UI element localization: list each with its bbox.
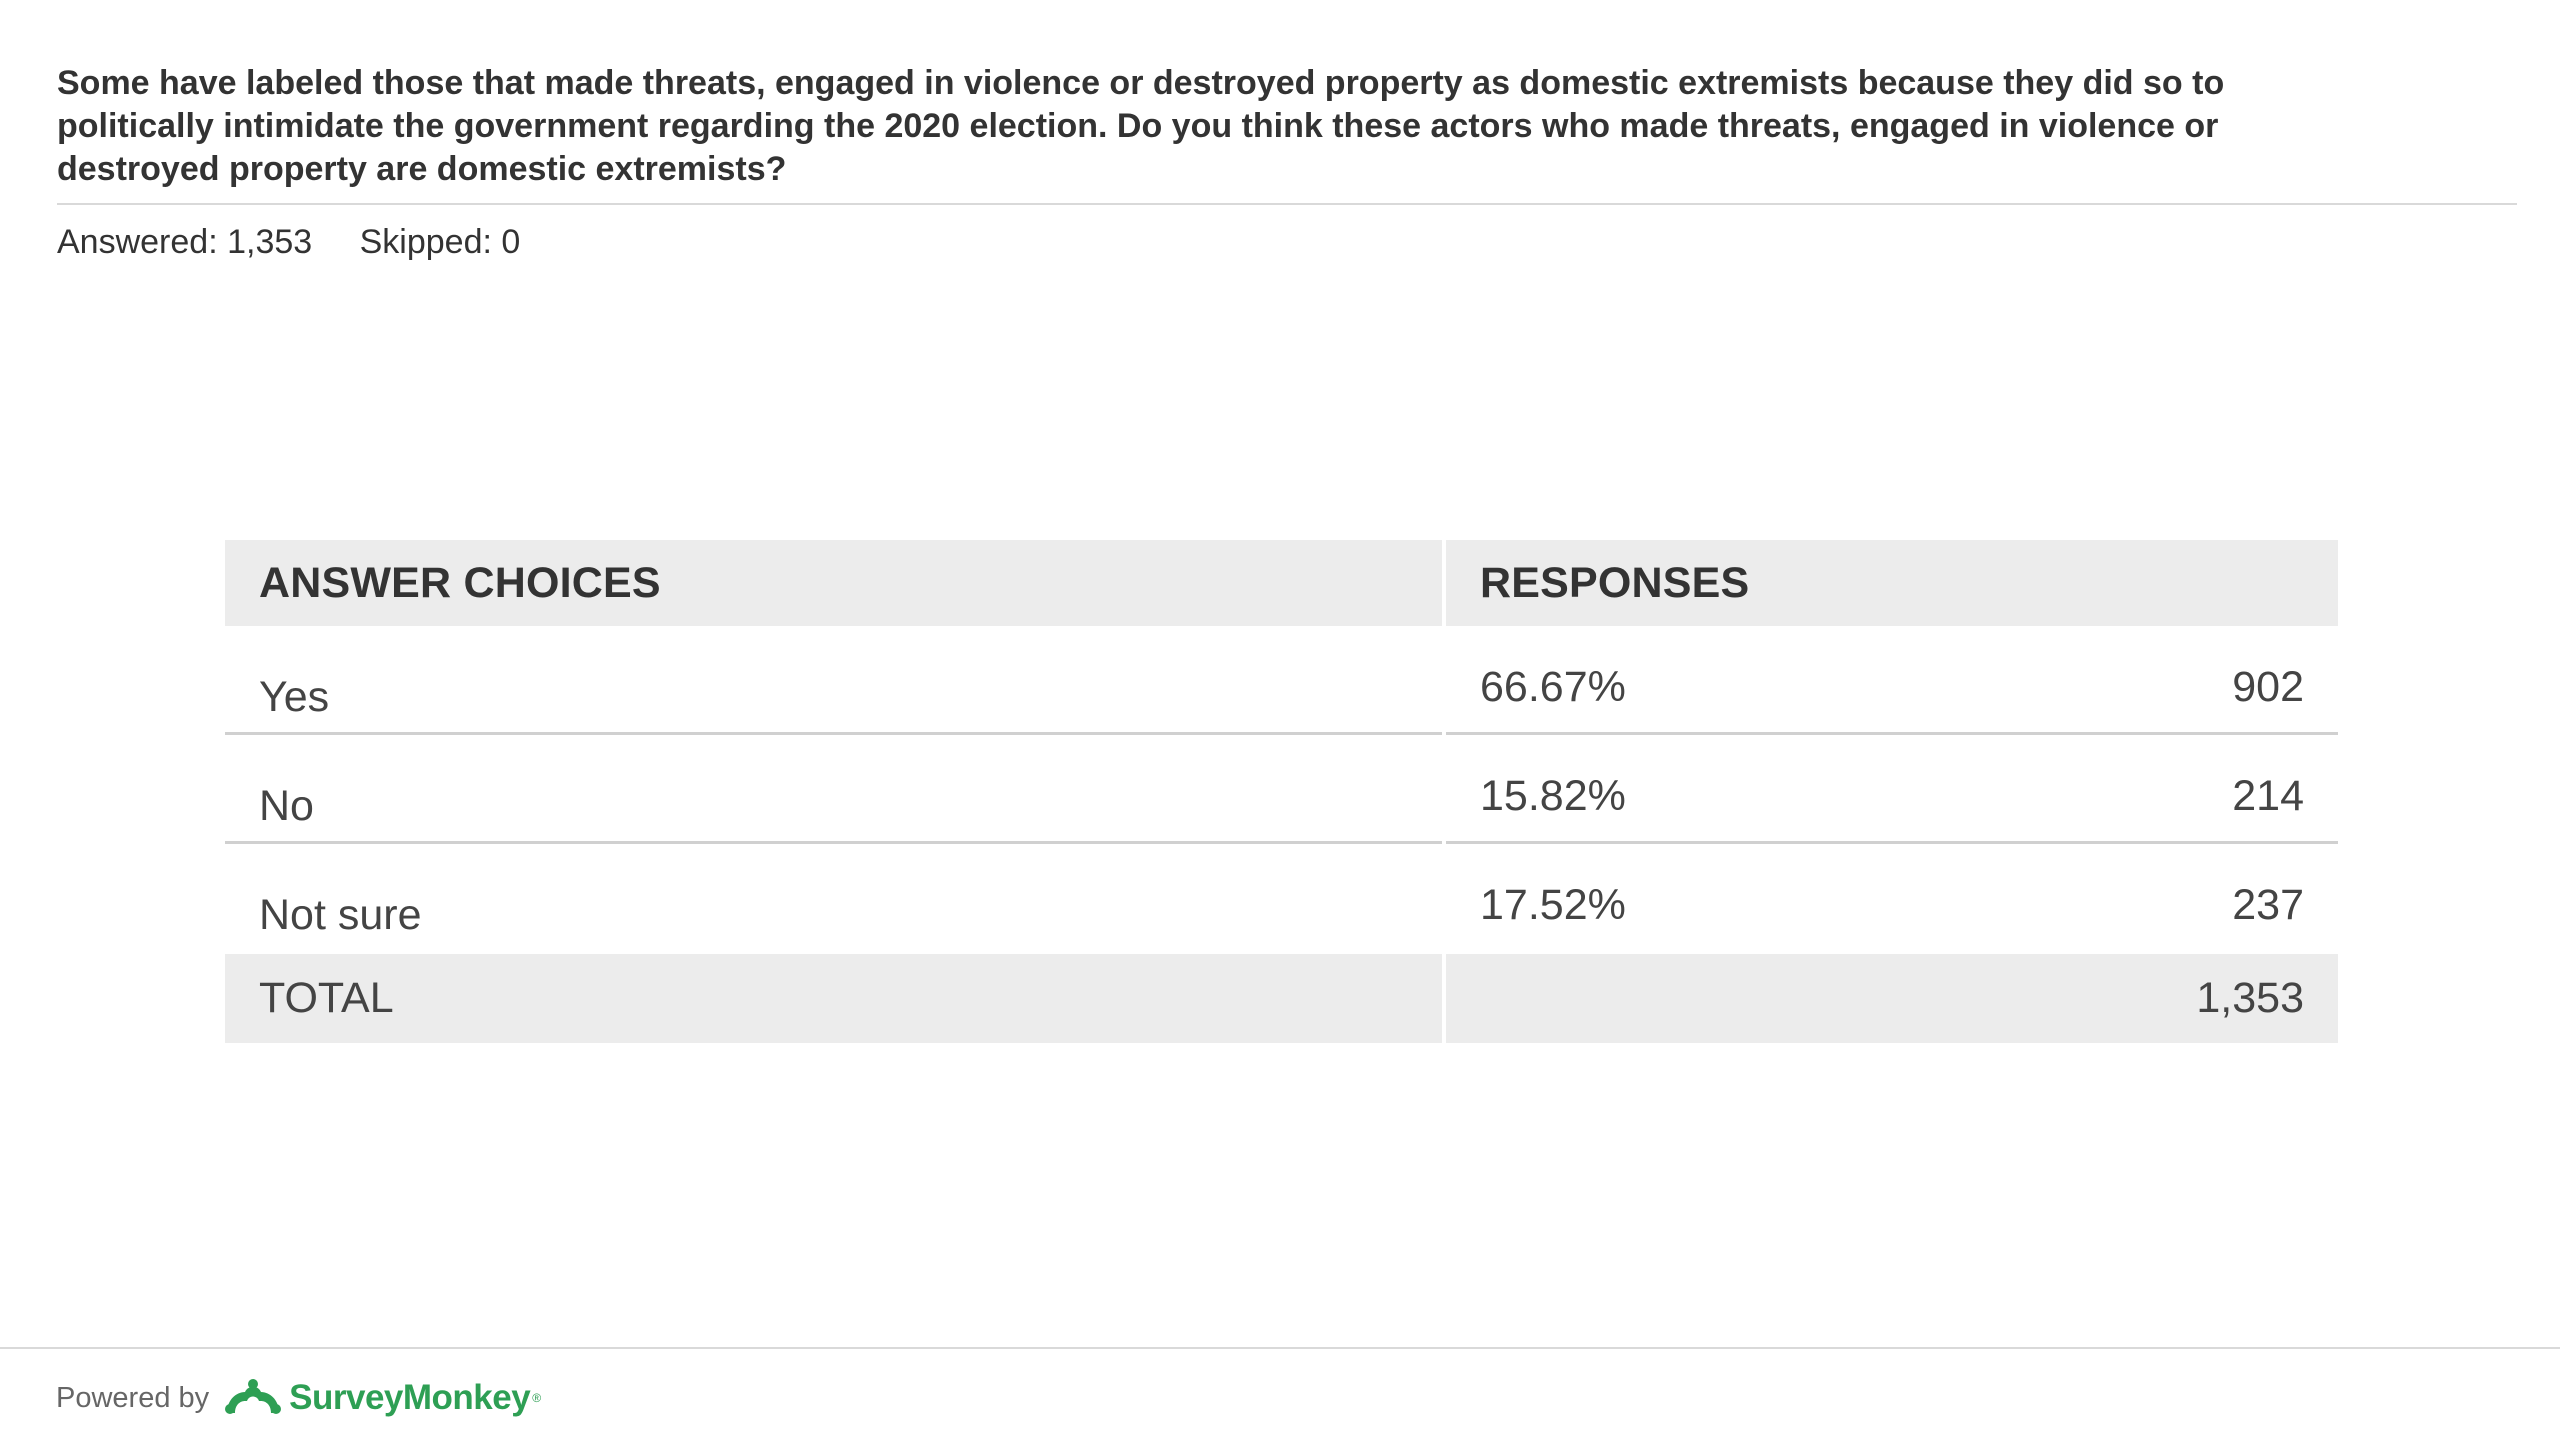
footer: Powered by SurveyMonkey ® xyxy=(56,1368,541,1428)
column-header-answer-choices: ANSWER CHOICES xyxy=(225,540,1442,626)
answer-choice-cell: Not sure xyxy=(225,844,1442,954)
table-total-row: TOTAL 1,353 xyxy=(225,954,2338,1043)
total-response-cell: 1,353 xyxy=(1446,954,2338,1043)
response-percent: 66.67% xyxy=(1480,663,1626,711)
total-count: 1,353 xyxy=(2196,974,2304,1022)
answer-choice-label: Not sure xyxy=(259,891,422,939)
response-count: 902 xyxy=(2232,663,2304,711)
table-row: No 15.82% 214 xyxy=(225,735,2338,844)
answer-choice-label: No xyxy=(259,782,314,830)
header-divider xyxy=(57,203,2517,205)
surveymonkey-brand-name: SurveyMonkey xyxy=(289,1378,531,1417)
response-cell: 15.82% 214 xyxy=(1446,735,2338,844)
registered-mark: ® xyxy=(532,1391,542,1405)
column-header-responses: RESPONSES xyxy=(1446,540,2338,626)
response-percent: 17.52% xyxy=(1480,881,1626,929)
table-row: Not sure 17.52% 237 xyxy=(225,844,2338,954)
table-header-row: ANSWER CHOICES RESPONSES xyxy=(225,540,2338,626)
skipped-count: Skipped: 0 xyxy=(359,223,521,261)
response-percent: 15.82% xyxy=(1480,772,1626,820)
question-title: Some have labeled those that made threat… xyxy=(57,64,2225,188)
results-table: ANSWER CHOICES RESPONSES Yes 66.67% 902 … xyxy=(225,540,2338,1043)
answer-choice-cell: No xyxy=(225,735,1442,844)
answer-choice-cell: Yes xyxy=(225,626,1442,735)
surveymonkey-logo-icon xyxy=(225,1379,282,1414)
answered-count: Answered: 1,353 xyxy=(57,223,313,261)
footer-divider xyxy=(0,1347,2560,1349)
answer-choice-label: Yes xyxy=(259,673,330,721)
response-count: 237 xyxy=(2232,881,2304,929)
powered-by-label: Powered by xyxy=(56,1381,210,1414)
total-label: TOTAL xyxy=(225,954,1442,1043)
table-row: Yes 66.67% 902 xyxy=(225,626,2338,735)
response-cell: 17.52% 237 xyxy=(1446,844,2338,954)
response-count: 214 xyxy=(2232,772,2304,820)
response-stats: Answered: 1,353 Skipped: 0 xyxy=(57,222,520,262)
response-cell: 66.67% 902 xyxy=(1446,626,2338,735)
